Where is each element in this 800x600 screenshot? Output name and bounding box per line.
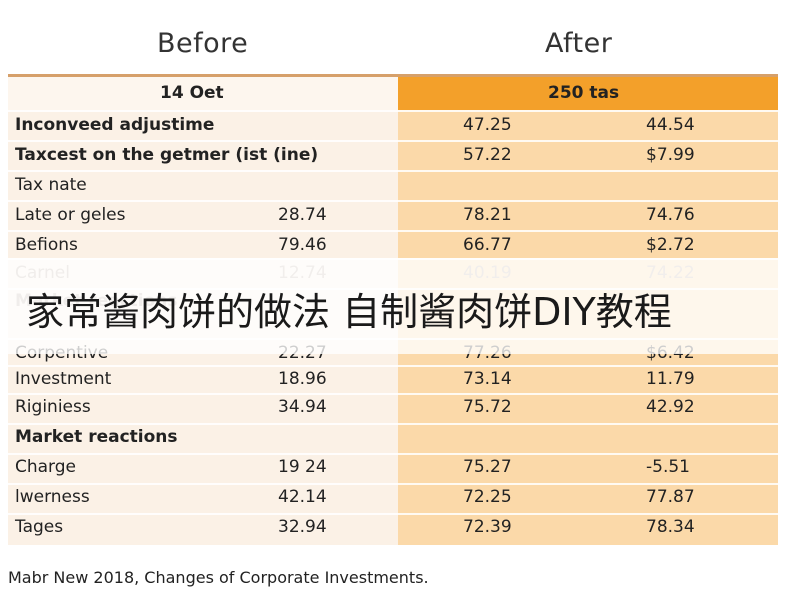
header-rule [8,74,778,77]
row-separator [8,365,778,367]
overlay-banner [0,258,800,354]
row-label: Befions [15,235,78,255]
row-separator [8,200,778,202]
row-label: Tages [15,517,64,537]
row-separator [8,230,778,232]
after-value-1: 75.72 [463,397,512,417]
comparison-table: 14 Oet 250 tas Inconveed adjustime 47.25 4… [8,77,778,545]
after-value-2: 11.79 [646,369,695,389]
after-value-2: 42.92 [646,397,695,417]
row-separator [8,393,778,395]
row-label: Riginiess [15,397,91,417]
table-header-right: 250 tas [548,83,620,103]
row-label: Investment [15,369,112,389]
row-label: lwerness [15,487,90,507]
after-value-1: 72.39 [463,517,512,537]
after-value-2: -5.51 [646,457,690,477]
before-value: 19 24 [278,457,327,477]
after-value-2: $7.99 [646,145,695,165]
after-value-1: 47.25 [463,115,512,135]
row-separator [8,483,778,485]
before-value: 18.96 [278,369,327,389]
table-header-right-bg [398,77,778,110]
after-value-1: 66.77 [463,235,512,255]
before-value: 28.74 [278,205,327,225]
table-header-left: 14 Oet [160,83,224,103]
table-header-left-bg [8,77,398,110]
table-caption: Mabr New 2018, Changes of Corporate Inve… [8,568,429,587]
row-separator [8,110,778,112]
row-separator [8,513,778,515]
row-separator [8,453,778,455]
row-label: Market reactions [15,427,178,447]
row-label: Late or geles [15,205,126,225]
after-value-2: 44.54 [646,115,695,135]
after-value-1: 78.21 [463,205,512,225]
row-label: Tax nate [15,175,87,195]
before-value: 34.94 [278,397,327,417]
after-value-1: 57.22 [463,145,512,165]
after-value-2: 78.34 [646,517,695,537]
row-label: Charge [15,457,77,477]
after-value-1: 75.27 [463,457,512,477]
after-heading: After [545,28,613,59]
after-value-2: 77.87 [646,487,695,507]
after-value-2: $2.72 [646,235,695,255]
row-separator [8,170,778,172]
row-separator [8,140,778,142]
before-value: 32.94 [278,517,327,537]
after-value-2: 74.76 [646,205,695,225]
before-value: 42.14 [278,487,327,507]
row-separator [8,423,778,425]
row-label: Taxcest on the getmer (ist (ine) [15,145,319,165]
after-value-1: 73.14 [463,369,512,389]
banner-title: 家常酱肉饼的做法 自制酱肉饼DIY教程 [26,290,672,334]
after-value-1: 72.25 [463,487,512,507]
before-value: 79.46 [278,235,327,255]
row-label: Inconveed adjustime [15,115,215,135]
before-heading: Before [157,28,249,59]
